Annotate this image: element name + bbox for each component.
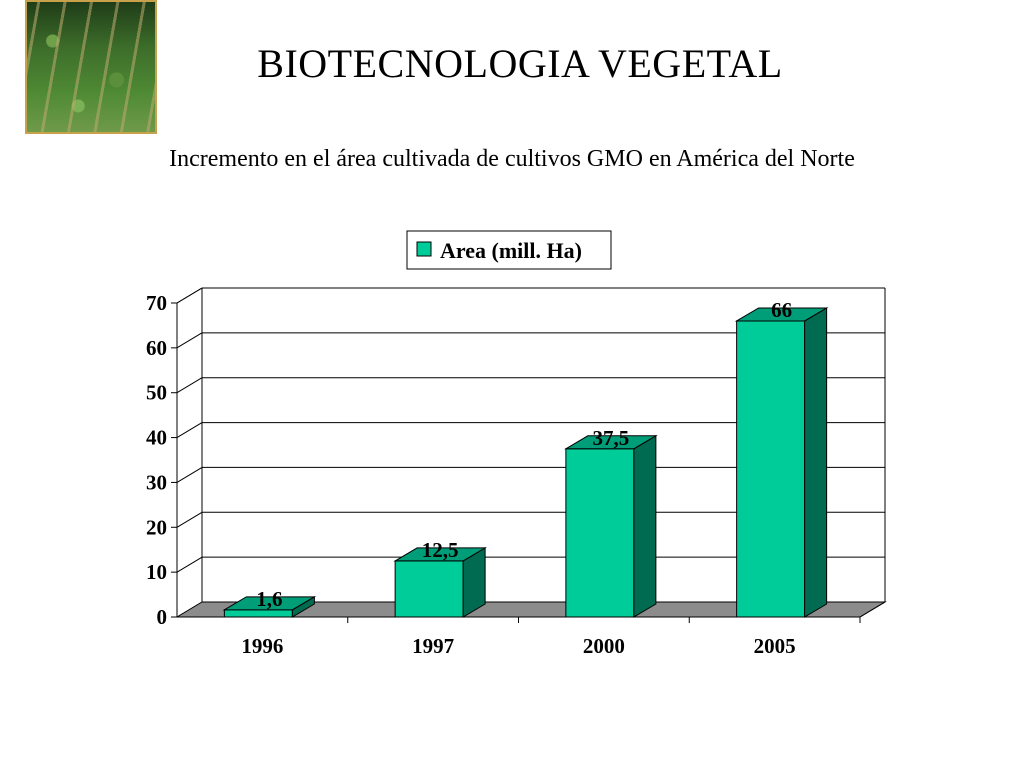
tick-layer: 0 10 20 30 40 50 60 70 1996 1997 2000 2005	[146, 291, 861, 658]
y-tick-label: 60	[146, 336, 167, 360]
x-tick-label: 2005	[754, 634, 796, 658]
slide-subtitle: Incremento en el área cultivada de culti…	[169, 146, 855, 172]
corn-field-photo	[25, 0, 157, 134]
gridline-side	[176, 422, 203, 439]
legend-box	[406, 230, 612, 270]
bar-front	[223, 609, 293, 618]
bar-2000: 37,5	[564, 426, 658, 618]
bar-front	[394, 560, 464, 618]
bar-top	[393, 547, 487, 562]
y-tick-label: 30	[146, 470, 167, 494]
bar-side	[633, 434, 657, 618]
bar-side	[804, 307, 828, 618]
gridline-side	[176, 556, 203, 573]
y-tick-label: 50	[146, 381, 167, 405]
bar-1997: 12,5	[393, 538, 487, 618]
data-label: 66	[771, 298, 792, 322]
data-label: 1,6	[256, 587, 282, 611]
floor-right-edge	[859, 601, 886, 618]
gridline-side	[176, 332, 203, 349]
bar-front	[565, 448, 635, 618]
legend: Area (mill. Ha)	[406, 230, 612, 270]
y-tick-label: 70	[146, 291, 167, 315]
bars-layer: 1,6 12,5 37,5 66	[222, 298, 829, 618]
bar-2005: 66	[734, 298, 829, 618]
y-tick-label: 20	[146, 515, 167, 539]
data-label: 37,5	[593, 426, 630, 450]
y-tick-label: 40	[146, 426, 167, 450]
gridline-side	[176, 511, 203, 528]
y-tick-label: 10	[146, 560, 167, 584]
bar-front	[736, 320, 806, 618]
data-label: 12,5	[422, 538, 459, 562]
bar-1996: 1,6	[222, 587, 317, 618]
x-tick-label: 1996	[241, 634, 283, 658]
left-wall-top-edge	[176, 287, 203, 304]
x-tick-label: 2000	[583, 634, 625, 658]
x-tick-label: 1997	[412, 634, 454, 658]
gridline-side	[176, 466, 203, 483]
legend-swatch	[416, 241, 432, 257]
bar-top	[564, 435, 658, 450]
bar-top	[222, 596, 317, 611]
gridline-side	[176, 377, 203, 394]
y-tick-label: 0	[157, 605, 168, 629]
legend-label: Area (mill. Ha)	[440, 238, 582, 263]
slide-title: BIOTECNOLOGIA VEGETAL	[257, 41, 783, 86]
bar-top	[734, 307, 829, 322]
